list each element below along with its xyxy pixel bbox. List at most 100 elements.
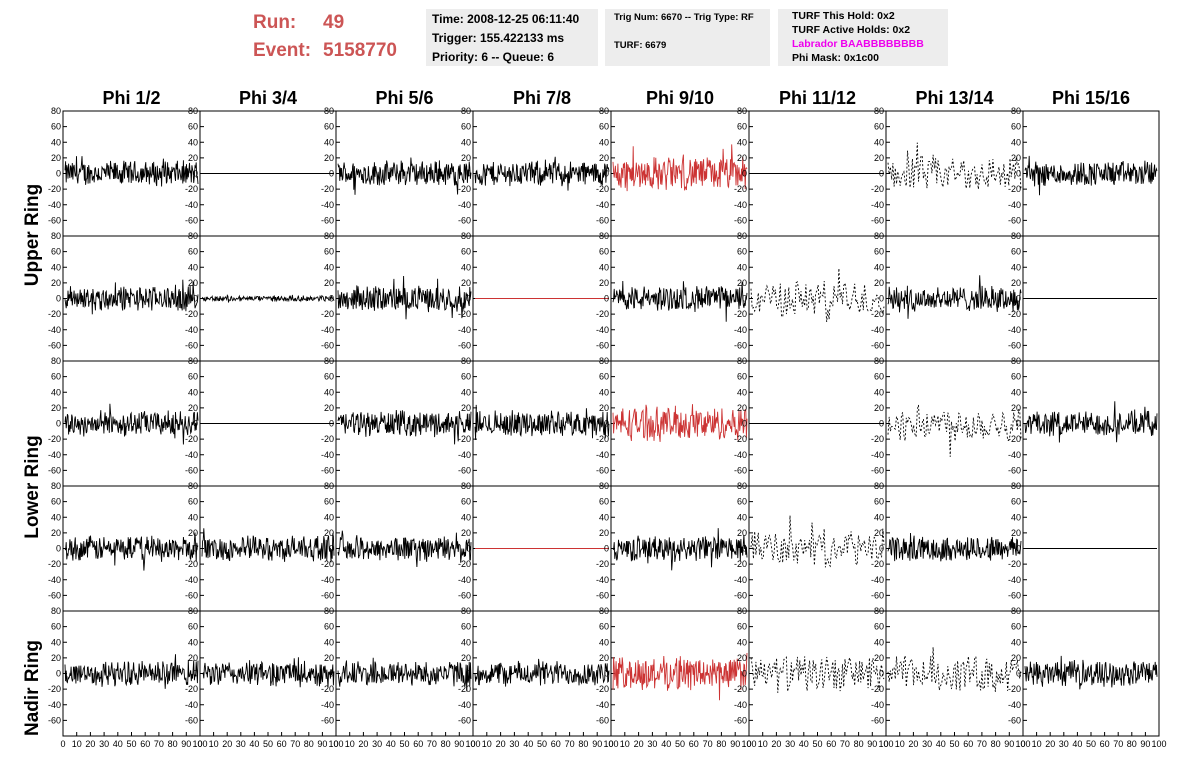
y-tick-label: 0 (193, 294, 198, 304)
column-header: Phi 3/4 (239, 88, 297, 108)
x-tick-label: 50 (675, 739, 685, 749)
x-tick-label: 10 (345, 739, 355, 749)
x-tick-label: 50 (537, 739, 547, 749)
x-tick-label: 60 (1100, 739, 1110, 749)
y-tick-label: 60 (188, 622, 198, 632)
y-tick-label: 0 (1016, 169, 1021, 179)
waveform-trace (887, 647, 1022, 692)
waveform-trace (750, 268, 885, 323)
x-tick-label: 50 (399, 739, 409, 749)
y-tick-label: 20 (599, 403, 609, 413)
x-tick-label: 70 (427, 739, 437, 749)
x-tick-label: 90 (1004, 739, 1014, 749)
y-tick-label: 60 (1011, 247, 1021, 257)
y-tick-label: -40 (1008, 200, 1021, 210)
y-tick-label: 40 (874, 137, 884, 147)
x-tick-label: 10 (209, 739, 219, 749)
y-tick-label: -60 (321, 465, 334, 475)
y-tick-label: 0 (56, 294, 61, 304)
y-tick-label: 0 (466, 169, 471, 179)
x-tick-label: 0 (1020, 739, 1025, 749)
y-tick-label: 60 (51, 372, 61, 382)
y-tick-label: -60 (458, 590, 471, 600)
y-tick-label: 60 (1011, 372, 1021, 382)
y-tick-label: 80 (737, 356, 747, 366)
y-tick-label: -60 (596, 340, 609, 350)
y-tick-label: 20 (737, 153, 747, 163)
y-tick-label: 20 (51, 153, 61, 163)
y-tick-label: 60 (461, 247, 471, 257)
y-tick-label: 60 (188, 372, 198, 382)
y-tick-label: 40 (874, 387, 884, 397)
y-tick-label: -20 (871, 184, 884, 194)
x-tick-label: 20 (771, 739, 781, 749)
y-tick-label: -20 (734, 184, 747, 194)
y-tick-label: 80 (324, 231, 334, 241)
y-tick-label: 0 (879, 544, 884, 554)
y-tick-label: 0 (604, 669, 609, 679)
y-tick-label: -60 (321, 340, 334, 350)
y-tick-label: 60 (1011, 122, 1021, 132)
y-tick-label: -60 (321, 590, 334, 600)
x-tick-label: 50 (812, 739, 822, 749)
waveform-trace (201, 294, 335, 303)
y-tick-label: 80 (324, 481, 334, 491)
y-tick-label: 80 (874, 106, 884, 116)
y-tick-label: 80 (737, 106, 747, 116)
x-tick-label: 10 (72, 739, 82, 749)
y-tick-label: -40 (458, 700, 471, 710)
y-tick-label: 80 (1011, 106, 1021, 116)
y-tick-label: 0 (329, 169, 334, 179)
y-tick-label: -20 (321, 309, 334, 319)
y-tick-label: 40 (1011, 512, 1021, 522)
x-tick-label: 100 (465, 739, 480, 749)
y-tick-label: -20 (734, 684, 747, 694)
y-tick-label: -60 (185, 715, 198, 725)
x-tick-label: 0 (883, 739, 888, 749)
y-tick-label: 40 (737, 262, 747, 272)
y-tick-label: -40 (321, 450, 334, 460)
y-tick-label: 0 (879, 169, 884, 179)
waveform-trace (887, 142, 1022, 190)
y-tick-label: 40 (461, 137, 471, 147)
y-tick-label: 0 (56, 419, 61, 429)
column-header: Phi 1/2 (102, 88, 160, 108)
y-tick-label: 20 (1011, 278, 1021, 288)
y-tick-label: 60 (188, 122, 198, 132)
y-tick-label: 0 (329, 294, 334, 304)
y-tick-label: 20 (1011, 153, 1021, 163)
x-tick-label: 100 (328, 739, 343, 749)
y-tick-label: 40 (188, 637, 198, 647)
y-tick-label: 0 (604, 544, 609, 554)
x-tick-label: 60 (140, 739, 150, 749)
y-tick-label: 40 (874, 262, 884, 272)
waveform-trace (612, 528, 748, 571)
y-tick-label: -20 (1008, 434, 1021, 444)
x-tick-label: 70 (840, 739, 850, 749)
y-tick-label: -40 (185, 200, 198, 210)
y-tick-label: 80 (737, 481, 747, 491)
y-tick-label: -40 (458, 575, 471, 585)
y-tick-label: -40 (734, 575, 747, 585)
y-tick-label: -20 (596, 309, 609, 319)
y-tick-label: -40 (458, 325, 471, 335)
y-tick-label: 60 (324, 122, 334, 132)
waveform-trace (474, 156, 610, 191)
y-tick-label: 80 (599, 231, 609, 241)
y-tick-label: -20 (458, 559, 471, 569)
y-tick-label: 80 (51, 606, 61, 616)
y-tick-label: -40 (734, 200, 747, 210)
y-tick-label: 0 (1016, 419, 1021, 429)
y-tick-label: 20 (461, 153, 471, 163)
y-tick-label: 20 (461, 278, 471, 288)
y-tick-label: 80 (874, 231, 884, 241)
y-tick-label: 0 (742, 419, 747, 429)
y-tick-label: -40 (596, 450, 609, 460)
y-tick-label: 20 (461, 403, 471, 413)
y-tick-label: 40 (599, 637, 609, 647)
y-tick-label: -20 (1008, 559, 1021, 569)
y-tick-label: -60 (458, 465, 471, 475)
y-tick-label: -60 (596, 715, 609, 725)
y-tick-label: 80 (599, 356, 609, 366)
